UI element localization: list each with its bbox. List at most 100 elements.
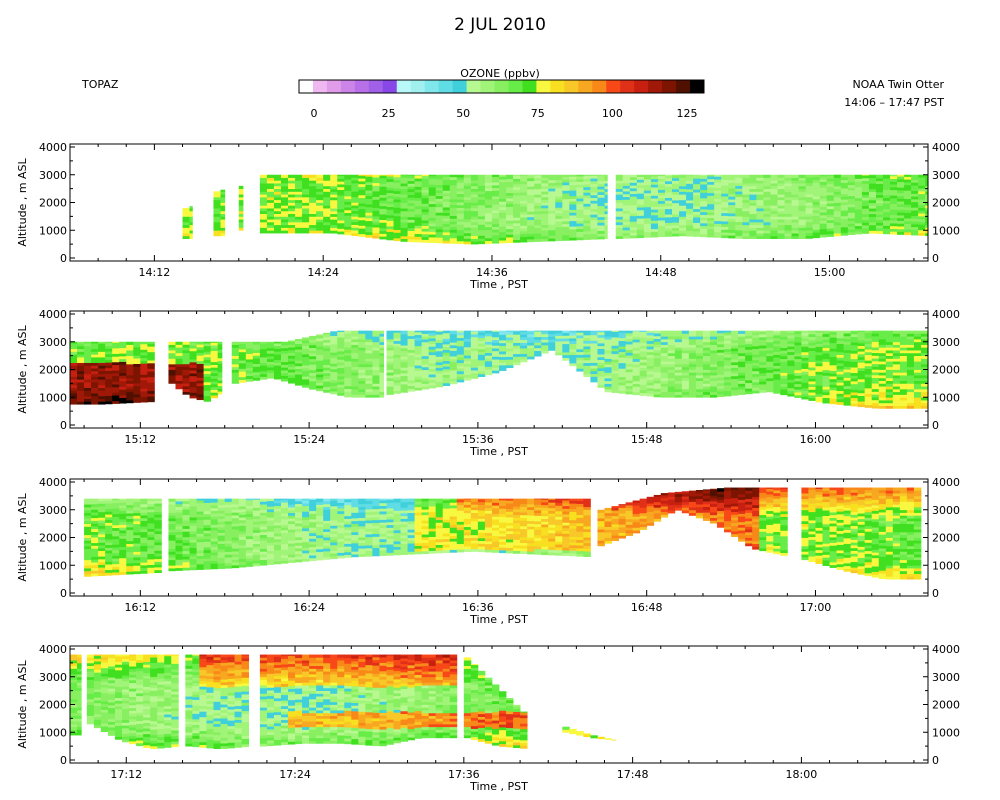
ozone-cell (541, 180, 549, 184)
ozone-cell (787, 354, 795, 358)
ozone-cell (463, 210, 472, 214)
ozone-cell (309, 347, 317, 351)
ozone-cell (288, 202, 296, 206)
ozone-cell (337, 184, 345, 188)
ozone-cell (625, 355, 634, 359)
ozone-cell (548, 232, 556, 236)
ozone-cell (168, 350, 176, 354)
ozone-cell (562, 332, 570, 336)
ozone-cell (650, 206, 659, 210)
ozone-cell (871, 405, 880, 409)
ozone-cell (569, 204, 577, 208)
ozone-cell (847, 217, 856, 222)
ozone-cell (672, 191, 680, 195)
ozone-cell (351, 355, 359, 359)
ozone-cell (826, 186, 835, 190)
ozone-cell (442, 229, 451, 233)
ozone-cell (657, 206, 666, 210)
ozone-cell (323, 332, 331, 335)
ozone-cell (847, 190, 856, 194)
ozone-cell (639, 373, 648, 377)
ozone-cell (717, 391, 725, 395)
ozone-cell (555, 215, 563, 219)
ozone-cell (386, 361, 394, 365)
ozone-cell (847, 206, 856, 211)
ozone-cell (618, 351, 626, 355)
ozone-cell (906, 375, 915, 379)
ozone-cell (323, 185, 331, 190)
ozone-cell (864, 390, 873, 394)
ozone-cell (920, 405, 928, 409)
ozone-cell (847, 198, 856, 202)
ozone-cell (534, 238, 542, 242)
ozone-cell (890, 217, 898, 221)
ozone-cell (871, 366, 880, 370)
ozone-cell (463, 227, 472, 231)
ozone-cell (421, 380, 430, 384)
ozone-cell (414, 192, 423, 196)
ozone-cell (843, 366, 852, 370)
ozone-cell (686, 197, 694, 201)
ozone-cell (372, 377, 380, 381)
ozone-cell (112, 342, 120, 346)
ozone-cell (700, 197, 708, 202)
ozone-cell (920, 336, 928, 340)
ozone-cell (210, 378, 219, 382)
ozone-cell (597, 356, 605, 361)
ozone-cell (731, 361, 739, 366)
ozone-cell (745, 352, 753, 356)
ozone-cell (449, 218, 458, 222)
ozone-cell (477, 340, 486, 344)
ozone-cell (386, 375, 394, 379)
ozone-cell (784, 216, 792, 220)
ozone-cell (470, 185, 479, 189)
ozone-cell (707, 203, 715, 207)
ozone-cell (220, 221, 226, 226)
ozone-cell (899, 400, 908, 404)
ozone-cell (707, 201, 715, 205)
ozone-cell (597, 354, 605, 358)
y-tick-label-right: 2000 (932, 197, 960, 210)
ozone-cell (220, 219, 226, 223)
ozone-cell (548, 330, 556, 335)
ozone-cell (590, 236, 598, 240)
ozone-cell (787, 376, 795, 380)
ozone-cell (819, 184, 828, 188)
ozone-cell (330, 219, 338, 223)
ozone-cell (323, 177, 331, 181)
ozone-cell (273, 224, 282, 228)
ozone-cell (365, 375, 373, 379)
ozone-cell (611, 356, 619, 360)
ozone-cell (238, 365, 247, 369)
ozone-cell (868, 216, 877, 220)
ozone-cell (615, 230, 624, 234)
ozone-cell (794, 383, 802, 387)
ozone-cell (280, 185, 289, 190)
ozone-cell (548, 224, 556, 228)
ozone-cell (646, 335, 655, 339)
ozone-cell (854, 203, 863, 207)
ozone-cell (702, 363, 711, 368)
ozone-cell (646, 354, 655, 358)
ozone-cell (770, 191, 778, 195)
ozone-cell (667, 375, 676, 379)
ozone-cell (98, 343, 106, 347)
ozone-cell (590, 337, 598, 341)
ozone-cell (709, 363, 718, 368)
ozone-cell (871, 360, 880, 365)
ozone-cell (477, 348, 486, 353)
ozone-cell (273, 221, 282, 226)
ozone-cell (491, 198, 500, 202)
ozone-cell (393, 210, 401, 214)
ozone-cell (84, 384, 92, 388)
ozone-cell (428, 206, 437, 210)
ozone-cell (393, 207, 401, 211)
ozone-cell (812, 207, 821, 211)
ozone-cell (449, 336, 458, 340)
ozone-cell (875, 183, 884, 187)
ozone-cell (875, 200, 884, 204)
ozone-cell (562, 357, 570, 361)
ozone-cell (693, 203, 701, 207)
ozone-cell (323, 342, 331, 346)
ozone-cell (379, 191, 387, 196)
